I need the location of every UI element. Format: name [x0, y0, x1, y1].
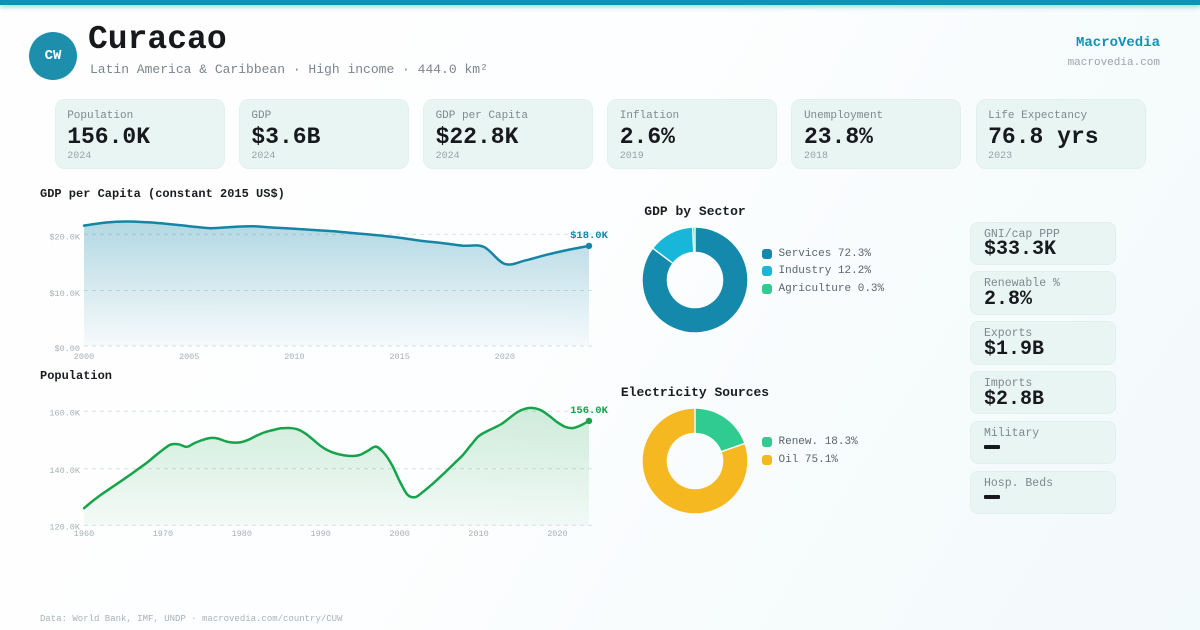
svg-text:2020: 2020: [495, 352, 515, 362]
svg-text:$18.0K: $18.0K: [570, 230, 609, 242]
svg-text:2010: 2010: [284, 352, 304, 362]
svg-text:2020: 2020: [547, 529, 567, 539]
svg-text:2010: 2010: [468, 529, 488, 539]
svg-text:2000: 2000: [389, 529, 409, 539]
svg-text:2000: 2000: [74, 352, 94, 362]
svg-text:$0.00: $0.00: [54, 344, 80, 354]
svg-text:140.0K: 140.0K: [49, 466, 81, 476]
svg-text:1970: 1970: [153, 529, 173, 539]
svg-text:$20.0K: $20.0K: [49, 233, 81, 243]
svg-text:2015: 2015: [389, 352, 409, 362]
svg-text:160.0K: 160.0K: [49, 408, 81, 418]
svg-text:1980: 1980: [232, 529, 252, 539]
svg-text:1960: 1960: [74, 529, 94, 539]
svg-text:2005: 2005: [179, 352, 199, 362]
svg-text:120.0K: 120.0K: [49, 523, 81, 533]
svg-text:$10.0K: $10.0K: [49, 289, 81, 299]
svg-text:1990: 1990: [310, 529, 330, 539]
svg-text:156.0K: 156.0K: [570, 405, 609, 417]
